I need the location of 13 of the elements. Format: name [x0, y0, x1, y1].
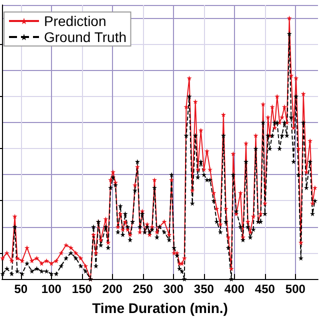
- x-tick-label: 400: [224, 282, 245, 296]
- x-tick-label: 350: [194, 282, 214, 296]
- x-tick-label: 300: [163, 282, 184, 296]
- x-tick-label: 200: [102, 282, 123, 296]
- x-tick-label: 250: [132, 282, 154, 296]
- x-axis-title: Time Duration (min.): [92, 300, 228, 316]
- x-tick-label: 50: [14, 282, 28, 296]
- x-tick-label: 150: [72, 282, 92, 296]
- x-tick-label: 100: [41, 282, 62, 296]
- x-tick-label: 500: [285, 282, 306, 296]
- legend-label: Prediction: [44, 13, 106, 29]
- legend-label: Ground Truth: [44, 29, 126, 45]
- x-tick-label: 450: [254, 282, 276, 296]
